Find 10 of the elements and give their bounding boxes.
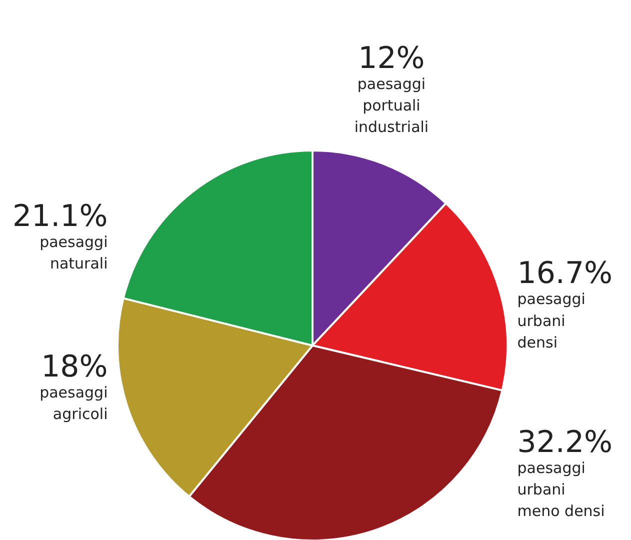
slice-label: paesaggi portuali industriali <box>354 74 429 136</box>
slice-label: paesaggi naturali <box>40 232 108 273</box>
data-label: 21.1% <box>12 198 108 234</box>
slice-label: paesaggi agricoli <box>40 383 108 424</box>
slice-label: paesaggi urbani densi <box>517 290 586 352</box>
data-label: 32.2% <box>517 424 613 460</box>
data-label: 16.7% <box>517 256 613 292</box>
data-label: 12% <box>358 40 425 76</box>
data-label: 18% <box>41 349 108 384</box>
slice-label: paesaggi urbani meno densi <box>517 458 605 520</box>
